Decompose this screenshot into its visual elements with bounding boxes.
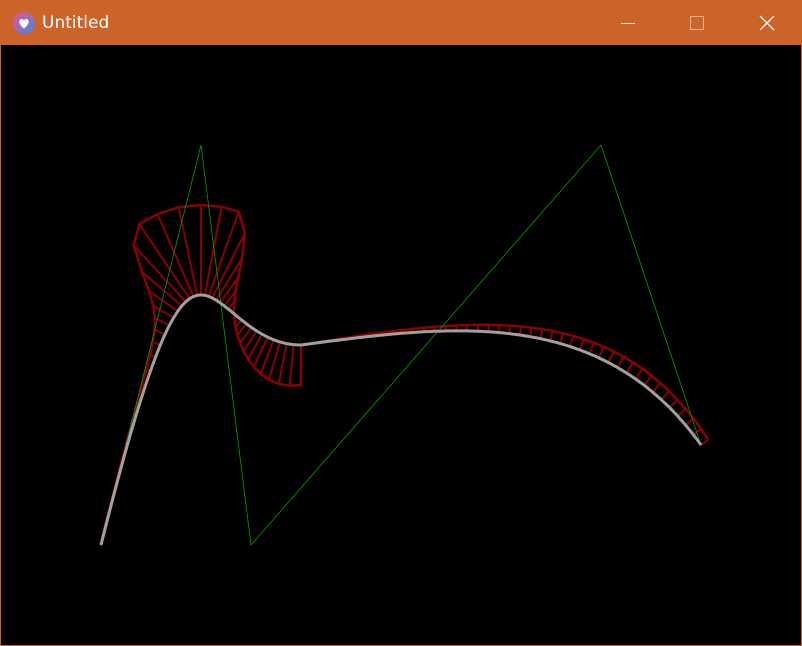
hatch-line (684, 417, 695, 426)
hatch-line (569, 335, 575, 347)
hatch-line (223, 290, 237, 307)
hatch-line (616, 356, 625, 368)
offset-hatch-lines (100, 205, 709, 546)
hatch-line (700, 438, 709, 446)
bezier-curve (99, 293, 703, 546)
hatch-line (277, 343, 288, 384)
hatch-line (559, 333, 565, 344)
hatch-line (597, 346, 605, 359)
hatch-line (252, 336, 269, 368)
hatch-line (239, 326, 253, 344)
window-title: Untitled (42, 13, 110, 33)
hatch-line (154, 328, 166, 336)
hatch-line (219, 276, 240, 304)
hatch-line (578, 338, 585, 351)
hatch-line (148, 290, 179, 313)
hatch-line (607, 351, 615, 363)
hatch-line (215, 257, 243, 301)
hatch-line (138, 223, 191, 300)
hatch-line (259, 339, 275, 375)
hatch-line (242, 330, 258, 352)
offset-curve (99, 203, 710, 546)
maximize-button[interactable] (674, 1, 720, 45)
hatch-line (634, 368, 644, 380)
hatch-line (132, 244, 187, 303)
hatch-line (207, 211, 240, 297)
heart-app-icon (13, 12, 35, 34)
hatch-line (625, 361, 634, 374)
hatch-line (236, 323, 248, 337)
hatch-line (692, 428, 702, 436)
close-icon (759, 15, 775, 31)
title-bar[interactable]: Untitled (1, 1, 801, 45)
hatch-line (643, 375, 653, 386)
hatch-line (539, 328, 544, 339)
hatch-line (268, 341, 282, 380)
hatch-line (288, 344, 295, 386)
minimize-icon (621, 23, 635, 24)
hatch-line (677, 408, 687, 417)
hatch-line (668, 399, 679, 409)
control-polygon (100, 144, 702, 546)
hatch-line (529, 327, 533, 337)
hatch-line (247, 333, 263, 360)
close-button[interactable] (744, 1, 790, 45)
hatch-line (211, 232, 246, 299)
hatch-line (203, 206, 223, 296)
hatch-line (652, 382, 662, 393)
hatch-line (156, 213, 195, 297)
hatch-line (660, 390, 670, 401)
hatch-line (549, 330, 554, 342)
bezier-scene (99, 144, 710, 546)
drawing-canvas[interactable] (1, 45, 801, 645)
maximize-icon (690, 16, 704, 30)
hatch-line (141, 271, 183, 307)
hatch-line (588, 342, 595, 355)
hatch-line (152, 304, 175, 319)
minimize-button[interactable] (605, 1, 651, 45)
